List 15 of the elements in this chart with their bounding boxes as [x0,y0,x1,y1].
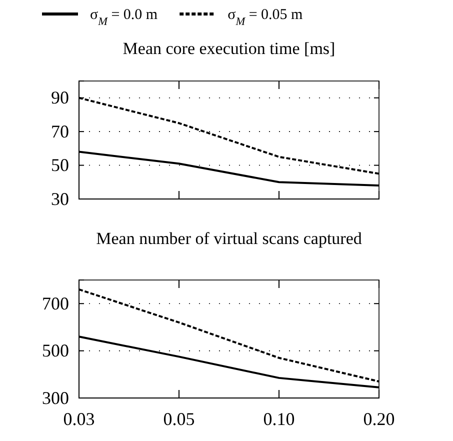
chart-title: Mean number of virtual scans captured [96,229,362,248]
legend-label: σ$_{M}$ = 0.0 m [90,7,158,28]
x-tick-label: 0.10 [263,408,295,429]
y-tick-label: 70 [51,121,69,142]
y-tick-label: 50 [51,155,69,176]
y-tick-label: 700 [42,293,69,314]
x-tick-label: 0.03 [63,408,95,429]
chart-title: Mean core execution time [ms] [122,39,336,58]
y-tick-label: 500 [42,340,69,361]
x-tick-label: 0.05 [163,408,195,429]
x-tick-label: 0.20 [363,408,395,429]
legend-label: σ$_{M}$ = 0.05 m [228,7,304,28]
y-tick-label: 300 [42,388,69,408]
y-tick-label: 90 [51,88,69,108]
y-tick-label: 30 [51,188,69,209]
